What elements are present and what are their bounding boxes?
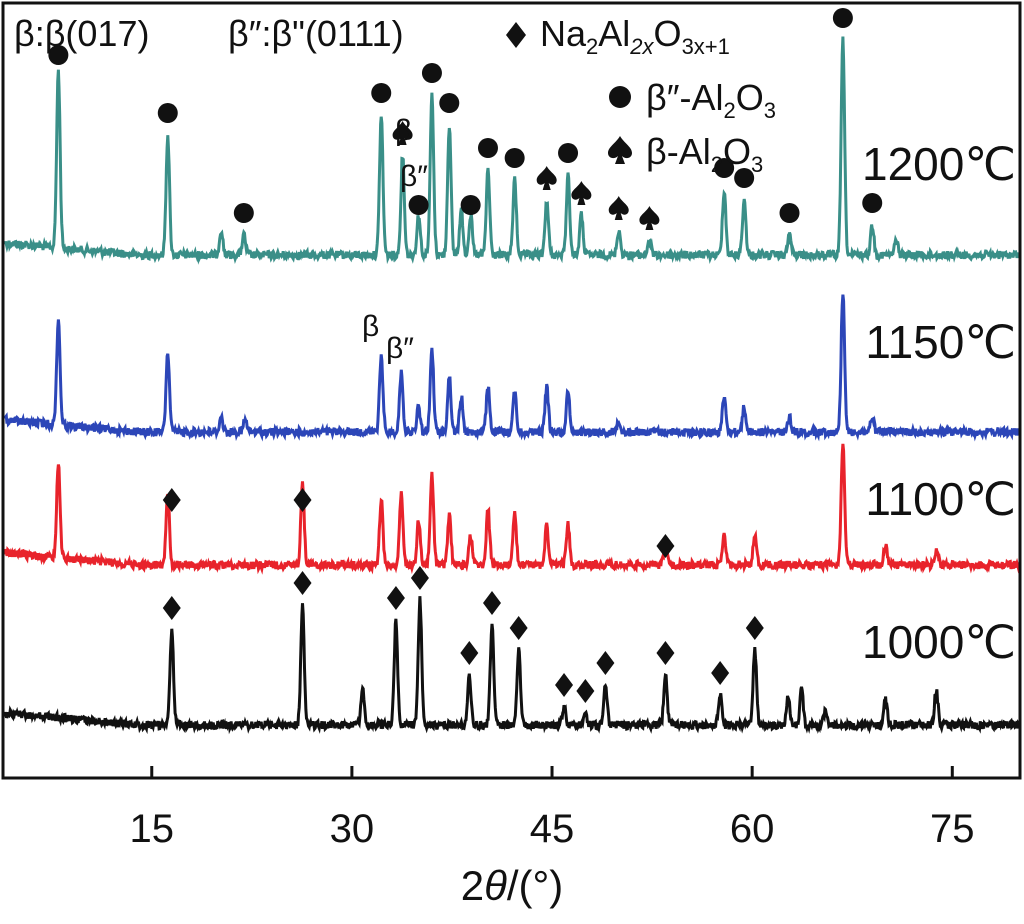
series-labels: 1200℃ 1150℃ 1100℃ 1000℃ [862,138,1016,668]
legend-diamond-icon [506,22,526,48]
beta2-al2o3-marker [421,63,442,83]
na2al2xo3x1-marker [293,571,312,595]
beta2-al2o3-marker [504,148,525,168]
na2al2xo3x1-marker [386,586,405,610]
beta-plane-note: β:β(017) [14,13,149,54]
na2al2xo3x1-marker [656,534,675,558]
na2al2xo3x1-marker [162,488,181,512]
beta2-al2o3-marker [439,93,460,113]
beta2-al2o3-marker [832,8,853,28]
series-line-1100℃ [3,443,1021,575]
beta-al2o3-marker [392,121,413,145]
legend: Na2Al2xO3x+1 β″-Al2O3 β-Al2O3 [506,13,776,177]
series-label: 1200℃ [862,138,1016,190]
marker-layer [48,8,883,703]
annotation-beta2-1150: β″ [386,332,414,365]
series-line-1000℃ [3,596,1021,735]
beta-al2o3-marker [608,196,629,220]
beta2-al2o3-marker [371,83,392,103]
annotation-beta-1200: β [395,114,412,147]
x-tick-label: 15 [130,807,175,851]
x-tick-label: 45 [530,807,575,851]
beta-al2o3-marker [571,181,592,205]
beta2-al2o3-marker [233,203,254,223]
x-tick-label: 30 [330,807,375,851]
plot-frame [1,1,1022,780]
x-axis-title: 2θ/(°) [461,862,564,909]
series-line-1150℃ [3,294,1021,442]
na2al2xo3x1-marker [482,591,501,615]
beta2-al2o3-marker [734,168,755,188]
na2al2xo3x1-marker [509,616,528,640]
beta2-al2o3-marker [558,143,579,163]
na2al2xo3x1-marker [576,679,595,703]
beta2-al2o3-marker [157,103,178,123]
beta2-al2o3-marker [714,158,735,178]
legend-label-na2al2xo3x1: Na2Al2xO3x+1 [540,13,730,59]
series-label: 1100℃ [865,473,1016,525]
legend-label-beta-al2o3: β-Al2O3 [646,131,763,177]
beta-al2o3-marker [639,206,660,230]
beta2-al2o3-marker [48,45,69,65]
legend-spade-icon [608,136,632,164]
annotation-beta2-1200: β″ [400,160,428,193]
na2al2xo3x1-marker [460,641,479,665]
legend-circle-icon [609,86,631,108]
x-axis-ticks: 15 30 45 60 75 [130,766,975,851]
series-label: 1000℃ [862,616,1016,668]
series-layer [3,36,1021,735]
x-tick-label: 75 [930,807,975,851]
x-tick-label: 60 [730,807,775,851]
beta2-al2o3-marker [460,195,481,215]
annotation-beta-1150: β [362,310,379,343]
beta2-al2o3-marker [779,203,800,223]
na2al2xo3x1-marker [656,641,675,665]
na2al2xo3x1-marker [293,488,312,512]
beta2-al2o3-marker [477,138,498,158]
na2al2xo3x1-marker [745,616,764,640]
series-label: 1150℃ [865,316,1016,368]
beta2-al2o3-marker [862,193,883,213]
series-line-1200℃ [3,36,1021,265]
na2al2xo3x1-marker [162,596,181,620]
na2al2xo3x1-marker [596,651,615,675]
legend-label-beta2-al2o3: β″-Al2O3 [646,77,776,123]
beta-al2o3-marker [536,166,557,190]
na2al2xo3x1-marker [555,673,574,697]
na2al2xo3x1-marker [711,661,730,685]
beta2-plane-note: β″:β"(0111) [228,13,404,54]
na2al2xo3x1-marker [410,566,429,590]
beta2-al2o3-marker [408,195,429,215]
